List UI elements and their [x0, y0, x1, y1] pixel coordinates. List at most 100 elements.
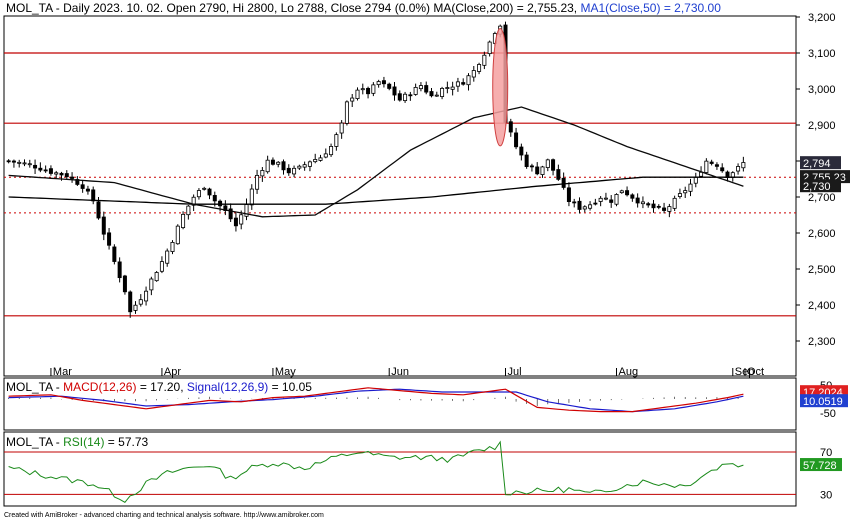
candle-body — [720, 167, 725, 172]
price-badge-label: 2,794 — [803, 158, 831, 170]
candle-body — [334, 134, 339, 147]
rsi-lines — [4, 440, 796, 503]
candle-body — [619, 190, 624, 194]
price-y-tick-label: 3,100 — [808, 48, 836, 60]
x-tick-label: Jun — [391, 366, 409, 378]
x-tick-label: May — [275, 366, 296, 378]
candle-body — [70, 176, 75, 179]
candle-body — [313, 159, 318, 163]
price-y-tick-label: 3,200 — [808, 12, 836, 24]
candle-body — [714, 164, 719, 167]
candle-body — [255, 174, 260, 190]
candle-body — [445, 87, 450, 89]
candle-body — [233, 217, 238, 227]
candle-body — [117, 261, 122, 279]
candle-body — [577, 200, 582, 210]
candle-body — [96, 201, 101, 219]
candle-body — [302, 164, 307, 168]
macd-legend-prefix: MOL_TA - — [6, 380, 63, 394]
macd-line — [8, 387, 744, 413]
candle-body — [387, 83, 392, 89]
candle-body — [392, 86, 397, 96]
rsi-y-tick-label: 30 — [820, 489, 832, 501]
macd-legend-macd-value: = 17.20, — [136, 380, 186, 394]
candle-body — [154, 272, 159, 282]
rsi-legend: MOL_TA - RSI(14) = 57.73 — [6, 435, 149, 449]
macd-legend-signal-value: = 10.05 — [268, 380, 312, 394]
highlight-ellipse — [492, 28, 509, 147]
rsi-legend-prefix: MOL_TA - — [6, 435, 63, 449]
candle-body — [646, 203, 651, 206]
candle-body — [323, 153, 328, 158]
ma50-line — [8, 106, 744, 218]
candle-body — [344, 101, 349, 124]
price-panel: 3,2003,1003,0002,9002,8002,7002,6002,500… — [3, 1, 850, 378]
candle-body — [366, 87, 371, 95]
rsi-legend-rsi: RSI(14) — [63, 435, 104, 449]
candle-body — [466, 75, 471, 86]
candle-body — [207, 188, 212, 196]
candle-body — [688, 183, 693, 192]
price-y-tick-label: 2,300 — [808, 336, 836, 348]
candle-body — [566, 187, 571, 203]
candle-body — [741, 162, 746, 169]
price-badge-label: 2,730 — [803, 181, 831, 193]
macd-y-tick-label: -50 — [820, 408, 836, 420]
candle-body — [397, 93, 402, 101]
candle-body — [603, 197, 608, 200]
candle-body — [551, 159, 556, 171]
candle-body — [609, 199, 614, 203]
candle-body — [656, 205, 661, 208]
candle-body — [196, 190, 201, 198]
macd-lines — [8, 387, 744, 413]
candle-body — [508, 121, 513, 133]
price-badge — [800, 179, 841, 193]
candle-body — [339, 122, 344, 134]
candle-body — [672, 197, 677, 209]
candle-body — [355, 89, 360, 99]
candle-body — [677, 193, 682, 197]
candle-body — [477, 64, 482, 72]
candle-body — [413, 87, 418, 95]
price-y-tick-label: 2,500 — [808, 264, 836, 276]
price-y-tick-label: 2,600 — [808, 228, 836, 240]
rsi-legend-rsi-value: = 57.73 — [104, 435, 148, 449]
candle-body — [80, 184, 85, 189]
candle-body — [186, 205, 191, 216]
candle-body — [487, 41, 492, 55]
rsi-y-tick-label: 70 — [820, 447, 832, 459]
candle-body — [630, 194, 635, 199]
candle-body — [635, 197, 640, 204]
price-x-axis: MarAprMayJunJulAugSepOct — [50, 366, 764, 378]
candle-body — [138, 299, 143, 305]
price-badge — [800, 156, 841, 170]
candle-body — [43, 169, 48, 172]
candle-body — [371, 84, 376, 94]
rsi-y-axis: 70 30 — [820, 447, 832, 501]
candle-body — [270, 159, 275, 165]
candle-body — [64, 173, 69, 178]
candle-body — [22, 162, 27, 165]
candle-body — [545, 159, 550, 168]
candle-body — [529, 165, 534, 168]
candle-body — [11, 160, 16, 163]
candle-body — [307, 161, 312, 167]
candle-body — [212, 195, 217, 202]
candle-body — [450, 86, 455, 90]
signal-line — [8, 388, 744, 413]
price-legend-ma50: MA1(Close,50) = 2,730.00 — [580, 1, 721, 15]
candle-body — [107, 232, 112, 246]
candle-body — [561, 177, 566, 188]
candle-body — [736, 166, 741, 172]
candle-body — [572, 201, 577, 204]
candle-body — [693, 176, 698, 184]
candle-body — [17, 161, 22, 164]
candle-body — [667, 206, 672, 212]
candle-body — [159, 261, 164, 272]
x-tick-label: Mar — [53, 366, 72, 378]
candle-body — [614, 194, 619, 205]
